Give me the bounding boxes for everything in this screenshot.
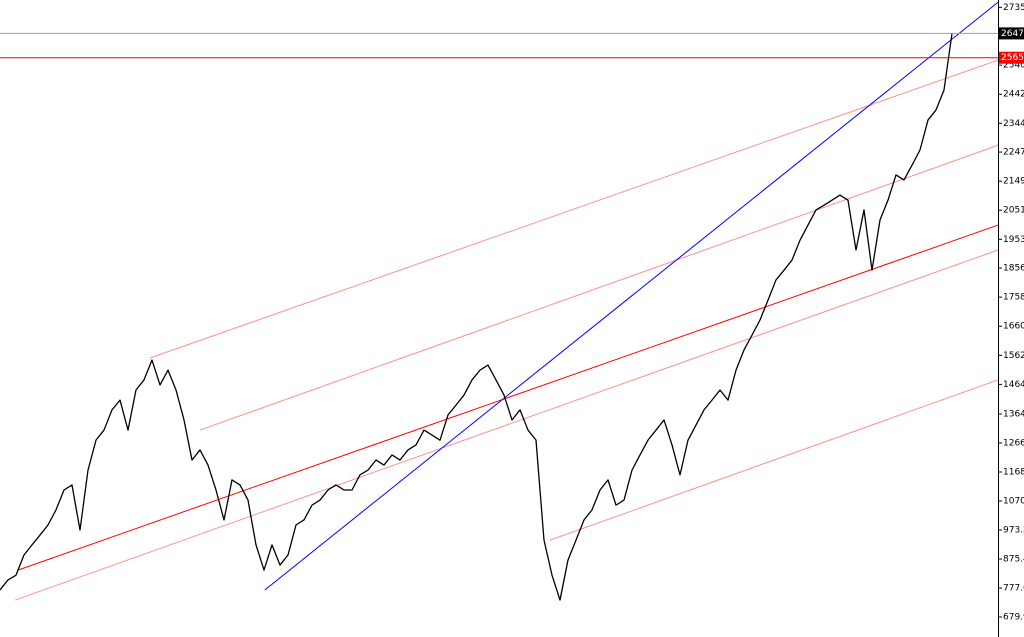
y-tick-label: 1758.: [1003, 293, 1024, 303]
y-tick-label: 1562.: [1003, 351, 1024, 361]
trend-line: [549, 379, 999, 541]
price-label: 2565.: [1001, 53, 1024, 63]
y-tick-label: 1364.2: [1003, 409, 1024, 419]
y-tick-label: 2247.: [1003, 148, 1024, 158]
price-line: [0, 33, 953, 601]
y-tick-label: 2051.: [1003, 206, 1024, 216]
price-box: [999, 27, 1024, 40]
price-label: 2647.: [1001, 29, 1024, 39]
y-tick-label: 1266.4: [1003, 439, 1024, 449]
y-tick-label: 1660.: [1003, 322, 1024, 332]
trend-line: [15, 249, 999, 601]
trend-line: [17, 224, 999, 571]
y-tick-label: 777.6: [1003, 584, 1024, 594]
y-tick-label: 1856.: [1003, 264, 1024, 274]
y-tick-label: 2344.: [1003, 119, 1024, 129]
y-tick-label: 679.9: [1003, 613, 1024, 623]
trend-line: [149, 59, 999, 359]
y-tick-label: 2540.: [1003, 61, 1024, 71]
y-tick-label: 1168.7: [1003, 467, 1024, 477]
trend-line: [199, 144, 999, 431]
y-tick-label: 973.2: [1003, 525, 1024, 535]
price-box: [999, 51, 1024, 64]
y-tick-label: 1464.: [1003, 380, 1024, 390]
y-tick-label: 2442.: [1003, 90, 1024, 100]
y-tick-label: 2149.: [1003, 177, 1024, 187]
y-tick-label: 2735.: [1003, 3, 1024, 13]
y-tick-label: 1953.: [1003, 235, 1024, 245]
y-tick-label: 875.4: [1003, 555, 1024, 565]
y-tick-label: 1070.9: [1003, 497, 1024, 507]
trend-line: [264, 1, 999, 591]
